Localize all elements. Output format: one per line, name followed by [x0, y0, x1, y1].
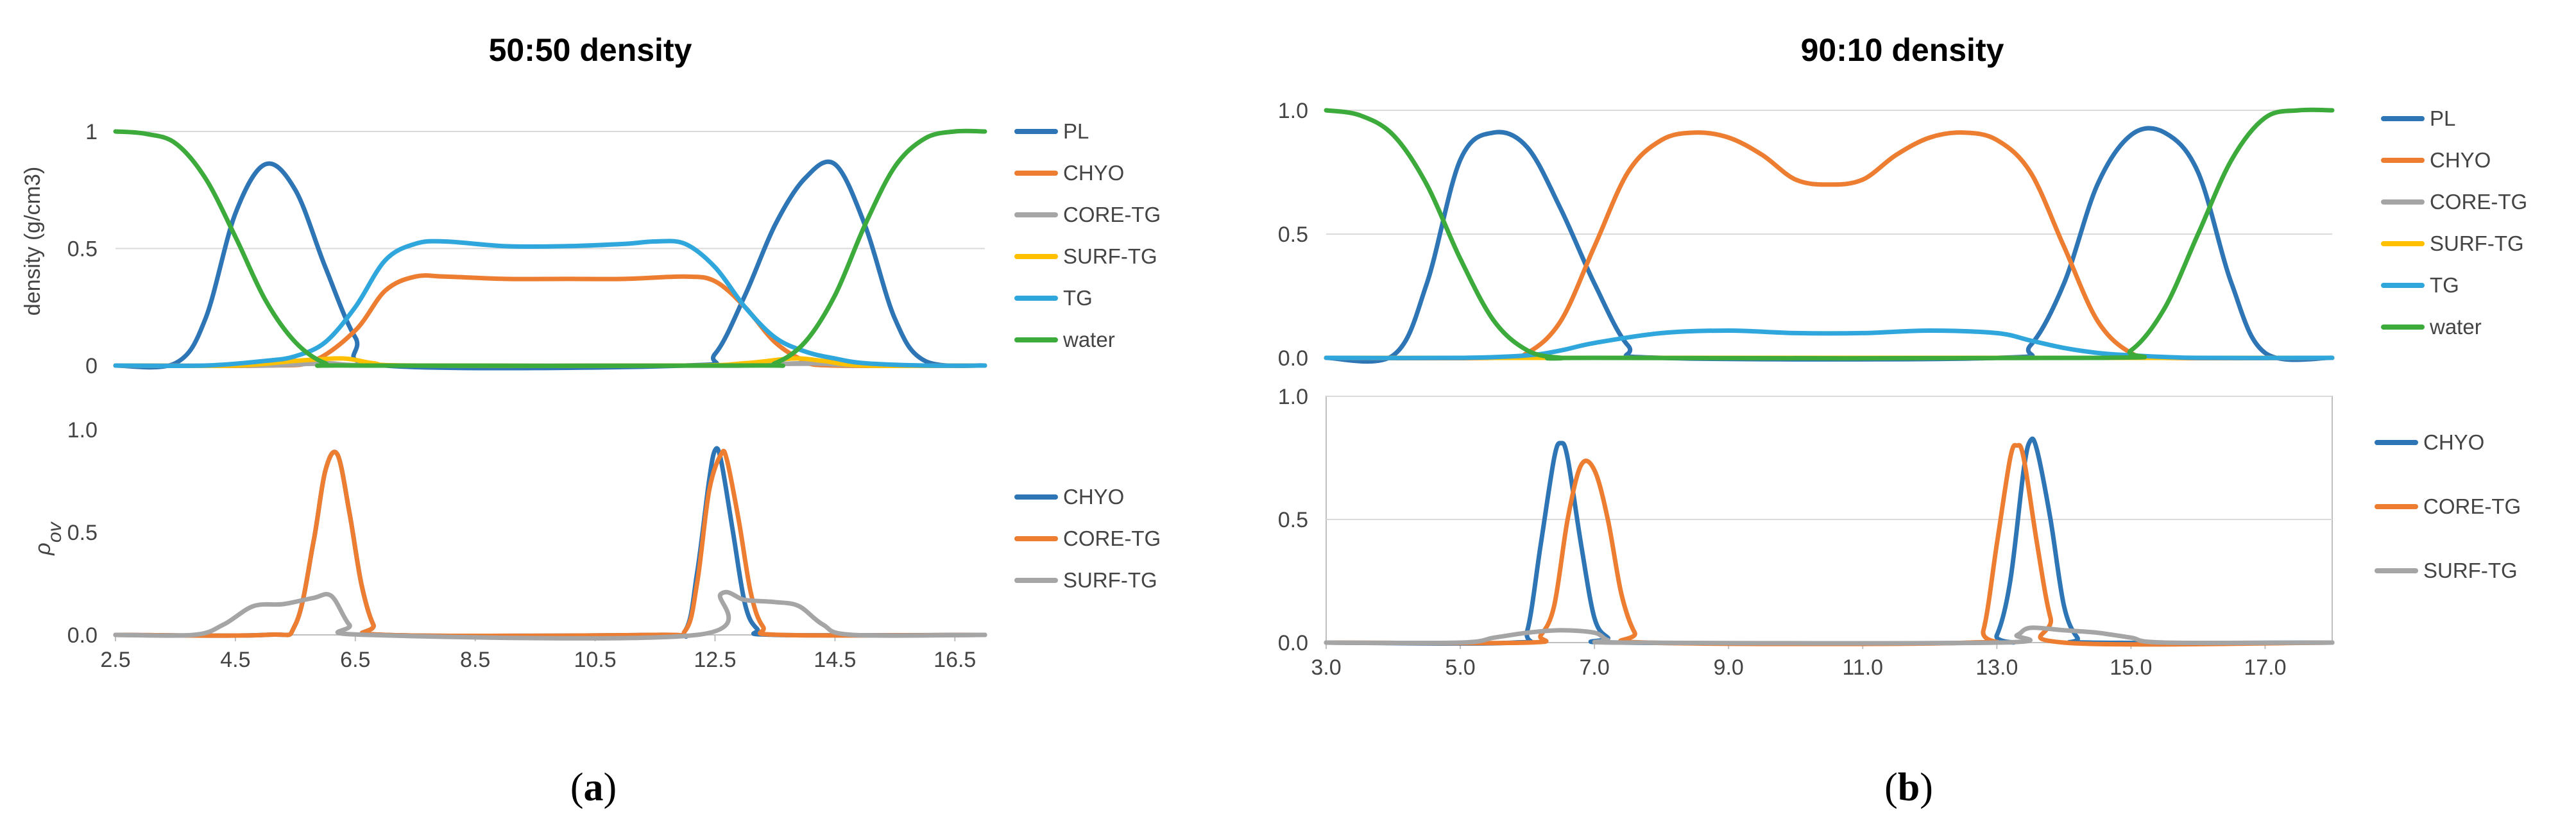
- legend-label-pl: PL: [2430, 106, 2455, 130]
- series-line-pl: [1324, 126, 2335, 364]
- series-line-water: [1324, 107, 2335, 361]
- legend-label-chyo: CHYO: [1063, 485, 1124, 509]
- legend-label-chyo: CHYO: [2430, 148, 2491, 172]
- y-tick-label: 0.5: [1278, 223, 1308, 247]
- legend-label-surf-tg: SURF-TG: [2423, 559, 2518, 582]
- x-tick-label: 12.5: [694, 648, 736, 672]
- legend-label-water: water: [2429, 315, 2482, 339]
- x-tick-label: 2.5: [100, 648, 130, 672]
- panel-b: 90:10 density 0.0 0.5 1.0 PL CHYO CORE-TG SURF…: [1278, 32, 2527, 809]
- x-tick-label: 15.0: [2110, 655, 2152, 680]
- x-tick-label: 5.0: [1445, 655, 1475, 680]
- series-line-water: [113, 128, 987, 368]
- legend-label-surf-tg: SURF-TG: [1063, 244, 1157, 268]
- x-tick-label: 4.5: [220, 648, 250, 672]
- series-line-surf-tg: [1324, 625, 2335, 646]
- legend-label-core-tg: CORE-TG: [2423, 494, 2521, 518]
- x-tick-label: 7.0: [1580, 655, 1610, 680]
- panel-b-bottom-plot: 0.0 0.5 1.0 3.0 5.0 7.0 9.0 11.0 13.0 15.0 17.0 CHY…: [1278, 385, 2521, 680]
- y-tick-label: 0.5: [67, 237, 98, 262]
- panel-b-top-plot: 0.0 0.5 1.0 PL CHYO CORE-TG SURF-TG TG water: [1278, 99, 2527, 371]
- y-tick-label: 1.0: [1278, 385, 1308, 409]
- y-tick-label: 1.0: [67, 418, 98, 442]
- y-tick-label: 0: [85, 354, 98, 378]
- panel-a-bottom-plot: 0.0 0.5 1.0 2.5 4.5 6.5 8.5 10.5 12.5 14.5 16.5 CHY…: [67, 418, 1161, 672]
- x-tick-label: 13.0: [1975, 655, 2018, 680]
- legend-label-core-tg: CORE-TG: [2430, 190, 2527, 214]
- x-tick-label: 6.5: [340, 648, 370, 672]
- series-line-chyo: [1324, 130, 2335, 361]
- x-tick-label: 11.0: [1842, 655, 1883, 680]
- legend-label-core-tg: CORE-TG: [1063, 527, 1161, 550]
- x-tick-label: 14.5: [814, 648, 856, 672]
- y-tick-label: 0.0: [67, 623, 98, 648]
- y-tick-label: 1.0: [1278, 99, 1308, 123]
- series-line-core-tg: [113, 448, 987, 638]
- legend-label-surf-tg: SURF-TG: [1063, 568, 1157, 592]
- legend-label-tg: TG: [2430, 273, 2459, 297]
- y-tick-label: 1: [85, 120, 98, 144]
- legend-label-chyo: CHYO: [2423, 430, 2484, 454]
- panel-a-title: 50:50 density: [489, 32, 692, 68]
- caption-b: (b): [1884, 766, 1933, 809]
- series-line-chyo: [113, 273, 987, 369]
- caption-a: (a): [570, 766, 617, 809]
- x-tick-label: 10.5: [574, 648, 616, 672]
- legend-label-surf-tg: SURF-TG: [2430, 232, 2524, 255]
- series-line-surf-tg: [113, 589, 987, 641]
- legend-label-pl: PL: [1063, 119, 1089, 143]
- x-tick-label: 9.0: [1714, 655, 1744, 680]
- legend-label-tg: TG: [1063, 286, 1093, 310]
- legend-label-water: water: [1062, 328, 1115, 351]
- legend-label-core-tg: CORE-TG: [1063, 203, 1161, 226]
- x-tick-label: 17.0: [2244, 655, 2286, 680]
- series-line-tg: [1324, 328, 2335, 360]
- series-line-tg: [113, 239, 987, 369]
- panel-a: 50:50 density density (g/cm3) 0 0.5 1 PL CHY…: [21, 32, 1161, 809]
- x-tick-label: 16.5: [934, 648, 976, 672]
- panel-a-top-ylabel: density (g/cm3): [21, 167, 45, 316]
- panel-a-bottom-ylabel: ρov: [31, 521, 65, 555]
- x-tick-label: 3.0: [1311, 655, 1341, 680]
- y-tick-label: 0.5: [1278, 508, 1308, 532]
- panel-b-title: 90:10 density: [1801, 32, 2004, 68]
- y-tick-label: 0.0: [1278, 346, 1308, 371]
- x-tick-label: 8.5: [460, 648, 490, 672]
- y-tick-label: 0.5: [67, 521, 98, 545]
- y-tick-label: 0.0: [1278, 631, 1308, 655]
- series-line-core-tg: [1324, 442, 2335, 647]
- series-line-chyo: [1324, 436, 2335, 646]
- legend-label-chyo: CHYO: [1063, 161, 1124, 185]
- panel-a-top-plot: 0 0.5 1 PL CHYO CORE-TG SURF-TG TG water: [67, 119, 1161, 378]
